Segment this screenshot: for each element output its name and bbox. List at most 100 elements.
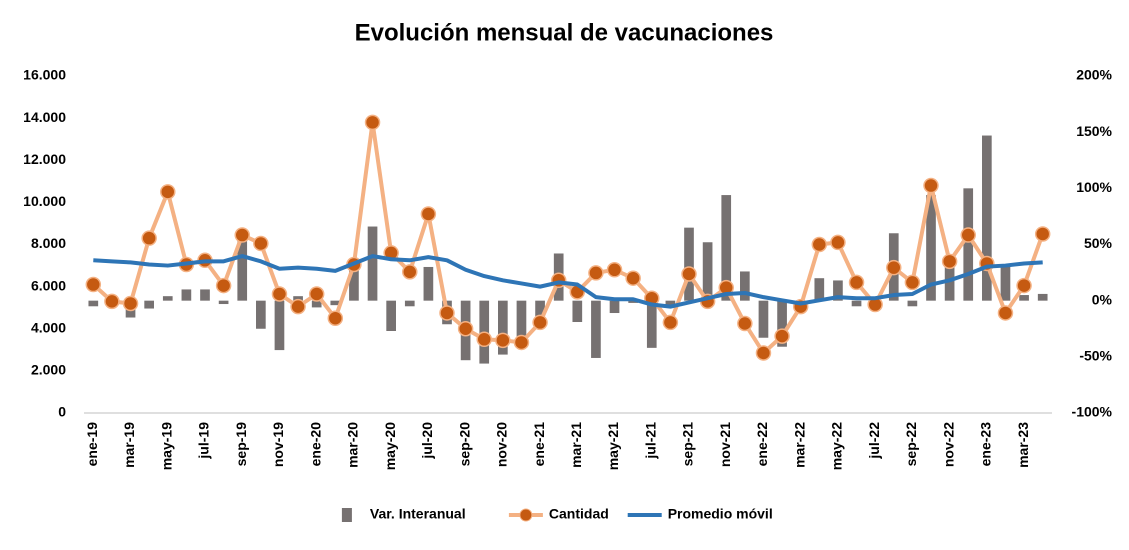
x-tick-label: ene-21 <box>531 422 547 467</box>
x-tick-label: nov-22 <box>940 422 956 467</box>
marker <box>886 259 902 276</box>
y2-tick-label: -50% <box>1079 348 1112 364</box>
bar <box>833 280 843 301</box>
x-tick-label: may-19 <box>158 422 174 470</box>
marker <box>588 265 604 281</box>
marker <box>160 184 176 200</box>
bar <box>274 300 285 351</box>
x-tick-label: mar-23 <box>1015 422 1031 468</box>
legend: Var. Interanual Cantidad Promedio móvil <box>341 506 773 522</box>
bar <box>367 226 378 301</box>
marker <box>811 236 828 253</box>
x-tick-label: nov-21 <box>717 422 733 467</box>
bar <box>572 300 583 323</box>
x-tick-label: may-22 <box>829 422 845 470</box>
bar <box>162 296 173 301</box>
y-tick-label: 6.000 <box>31 277 66 293</box>
marker <box>681 266 697 282</box>
bar <box>1019 295 1029 301</box>
x-tick-label: ene-23 <box>978 422 994 467</box>
marker <box>104 293 120 310</box>
x-tick-label: sep-20 <box>456 422 472 467</box>
bar <box>1037 293 1048 301</box>
legend-label: Var. Interanual <box>370 506 466 522</box>
x-tick-label: jul-20 <box>419 422 435 460</box>
marker <box>457 321 474 337</box>
bar <box>330 300 341 306</box>
marker <box>290 298 306 315</box>
x-tick-label: mar-20 <box>345 422 361 468</box>
y2-tick-label: 100% <box>1076 179 1112 195</box>
marker <box>755 345 772 361</box>
y2-tick-label: 200% <box>1076 67 1112 83</box>
bar <box>963 188 974 301</box>
marker <box>476 331 492 348</box>
bar <box>1000 264 1011 301</box>
bar <box>814 278 825 301</box>
x-tick-label: jul-19 <box>196 422 212 460</box>
bar <box>646 300 657 348</box>
marker <box>606 262 623 278</box>
bar <box>609 300 620 314</box>
bar <box>758 300 769 338</box>
y2-tick-label: 150% <box>1076 123 1112 139</box>
y2-tick-label: 0% <box>1092 291 1113 307</box>
bar <box>293 296 303 301</box>
marker <box>848 274 865 291</box>
y-tick-label: 10.000 <box>23 193 66 209</box>
legend-label: Promedio móvil <box>668 506 773 522</box>
line <box>93 254 1043 309</box>
bar <box>181 289 192 301</box>
bar <box>88 300 99 307</box>
x-tick-label: may-21 <box>605 422 621 470</box>
marker <box>997 305 1014 321</box>
marker <box>625 270 641 286</box>
bar <box>777 300 787 347</box>
bar <box>926 195 936 301</box>
marker <box>308 286 325 302</box>
bar <box>144 300 154 309</box>
marker <box>253 235 269 252</box>
y-tick-label: 2.000 <box>31 362 66 378</box>
x-tick-label: sep-21 <box>680 422 696 467</box>
bar <box>498 300 508 355</box>
marker <box>923 177 939 194</box>
bar <box>684 227 694 301</box>
x-tick-label: mar-19 <box>121 422 137 468</box>
bar <box>200 289 210 301</box>
line <box>91 120 1045 355</box>
marker <box>774 328 790 344</box>
marker <box>1034 226 1051 242</box>
marker <box>941 253 958 270</box>
bar <box>628 300 638 303</box>
bar <box>349 268 359 301</box>
legend-marker <box>519 508 533 522</box>
x-tick-label: mar-22 <box>791 422 807 468</box>
bar <box>740 271 750 301</box>
marker <box>495 332 511 349</box>
x-tick-label: ene-20 <box>307 422 323 467</box>
bar <box>851 300 862 307</box>
y-tick-label: 8.000 <box>31 235 66 251</box>
marker <box>960 227 976 243</box>
y2-tick-label: -100% <box>1072 404 1113 420</box>
bar <box>404 300 415 307</box>
marker <box>513 334 530 351</box>
marker <box>327 310 344 326</box>
x-tick-label: ene-22 <box>754 422 770 467</box>
marker <box>532 314 548 331</box>
x-tick-label: sep-22 <box>903 422 919 467</box>
y-tick-label: 0 <box>58 404 66 420</box>
bar <box>218 300 229 305</box>
y-tick-label: 4.000 <box>31 319 66 335</box>
bar <box>516 300 527 346</box>
marker <box>1016 277 1032 294</box>
marker <box>364 114 381 131</box>
marker <box>662 314 679 331</box>
x-tick-label: nov-19 <box>270 422 286 467</box>
marker <box>904 274 921 291</box>
legend-swatch <box>341 508 352 522</box>
bar <box>665 300 676 308</box>
